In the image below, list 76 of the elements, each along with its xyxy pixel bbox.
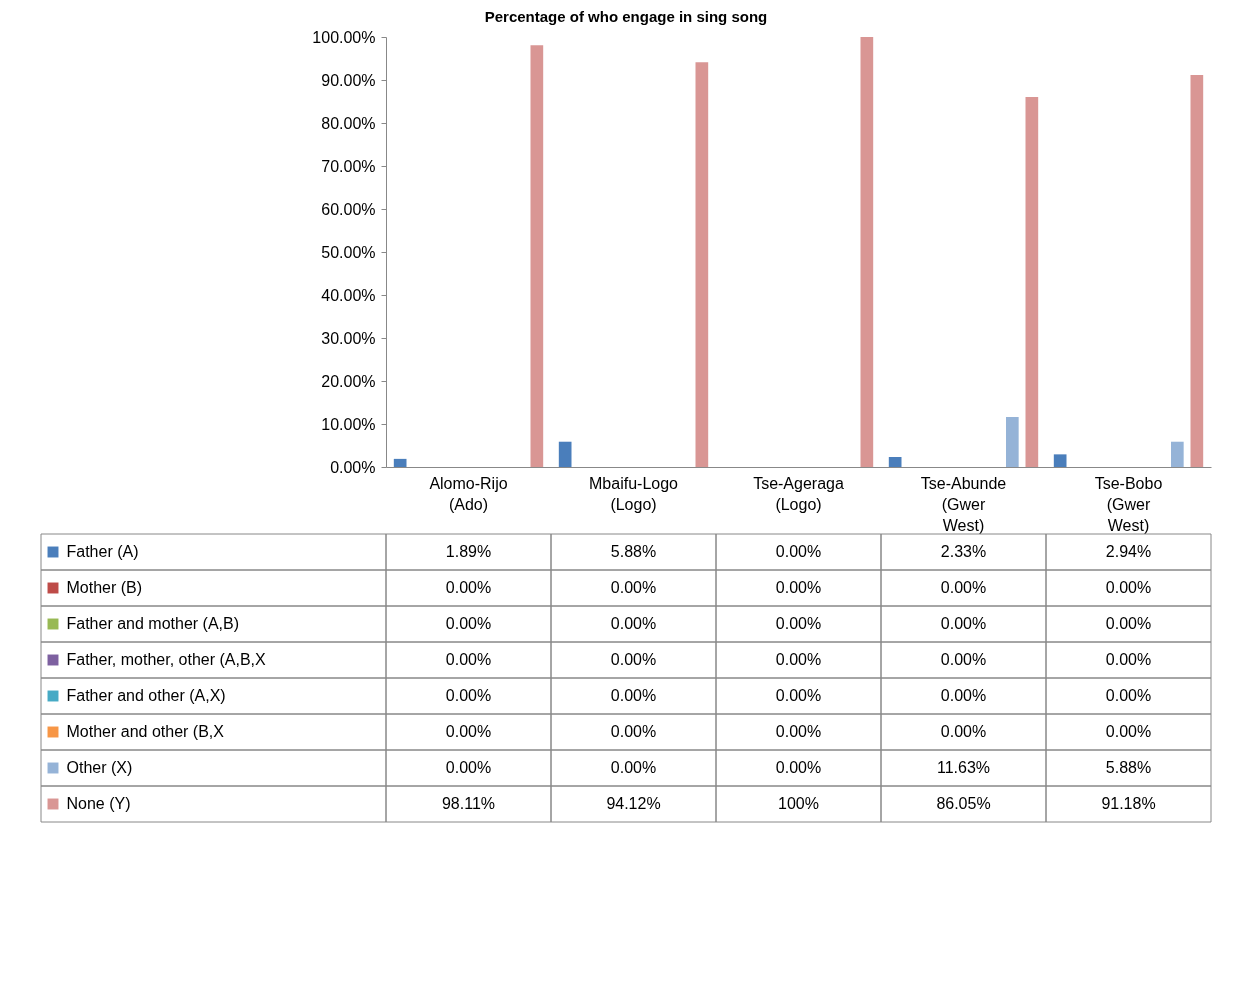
data-label: 0.00% xyxy=(775,615,822,632)
bar xyxy=(860,37,874,467)
y-tick-label: 90.00% xyxy=(321,71,376,89)
data-label: 0.00% xyxy=(775,543,822,560)
data-label: 0.00% xyxy=(610,579,657,596)
data-label: 2.94% xyxy=(1105,543,1152,560)
x-tick-label: Tse-Ageraga (Logo) xyxy=(753,474,844,513)
data-label: 0.00% xyxy=(445,687,492,704)
data-label: 0.00% xyxy=(775,651,822,668)
legend-label: None (Y) xyxy=(66,795,131,812)
data-label: 0.00% xyxy=(445,759,492,776)
data-label: 0.00% xyxy=(940,723,987,740)
y-tick-label: 60.00% xyxy=(321,200,376,218)
legend-label: Other (X) xyxy=(66,759,133,776)
data-label: 0.00% xyxy=(775,579,822,596)
data-label: 0.00% xyxy=(1105,615,1152,632)
data-label: 0.00% xyxy=(445,651,492,668)
bar xyxy=(530,45,544,467)
y-tick-label: 30.00% xyxy=(321,329,376,347)
data-label: 1.89% xyxy=(445,543,492,560)
data-label: 86.05% xyxy=(936,795,991,812)
x-tick-label: Mbaifu-Logo (Logo) xyxy=(589,474,679,513)
legend-label: Mother and other (B,X xyxy=(66,723,225,740)
data-label: 0.00% xyxy=(445,579,492,596)
data-label: 5.88% xyxy=(610,543,657,560)
x-tick-label: Tse-Abunde (Gwer West) xyxy=(920,474,1007,534)
data-label: 0.00% xyxy=(1105,651,1152,668)
bar xyxy=(1053,454,1067,467)
bar xyxy=(558,441,572,467)
data-label: 98.11% xyxy=(441,795,496,812)
data-label: 0.00% xyxy=(610,723,657,740)
data-label: 0.00% xyxy=(940,579,987,596)
y-tick-label: 80.00% xyxy=(321,114,376,132)
data-label: 0.00% xyxy=(775,687,822,704)
data-label: 0.00% xyxy=(775,723,822,740)
x-tick-label: Tse-Bobo (Gwer West) xyxy=(1094,474,1163,534)
y-tick-label: 50.00% xyxy=(321,243,376,261)
bar xyxy=(1170,441,1184,467)
chart-title: Percentage of who engage in sing song xyxy=(484,8,768,25)
bar xyxy=(1005,416,1019,467)
bar xyxy=(888,456,902,467)
data-label: 0.00% xyxy=(1105,579,1152,596)
legend-label: Father and other (A,X) xyxy=(66,687,226,704)
bar xyxy=(695,62,709,467)
data-label: 94.12% xyxy=(606,795,661,812)
y-tick-label: 100.00% xyxy=(312,28,376,46)
bar xyxy=(1025,96,1039,467)
data-label: 0.00% xyxy=(1105,723,1152,740)
data-label: 0.00% xyxy=(1105,687,1152,704)
data-label: 0.00% xyxy=(940,615,987,632)
legend-label: Mother (B) xyxy=(66,579,143,596)
x-tick-label: Alomo-Rijo (Ado) xyxy=(429,474,508,513)
data-label: 0.00% xyxy=(610,651,657,668)
bar xyxy=(393,458,407,467)
data-label: 100% xyxy=(778,795,819,812)
y-tick-label: 0.00% xyxy=(330,458,376,476)
data-label: 0.00% xyxy=(610,687,657,704)
data-label: 0.00% xyxy=(445,615,492,632)
legend-label: Father and mother (A,B) xyxy=(66,615,240,632)
data-label: 91.18% xyxy=(1101,795,1156,812)
y-tick-label: 40.00% xyxy=(321,286,376,304)
data-label: 0.00% xyxy=(940,687,987,704)
legend-label: Father, mother, other (A,B,X xyxy=(66,651,267,668)
bar xyxy=(1190,74,1204,467)
data-label: 0.00% xyxy=(775,759,822,776)
y-tick-label: 10.00% xyxy=(321,415,376,433)
data-label: 0.00% xyxy=(940,651,987,668)
y-tick-label: 20.00% xyxy=(321,372,376,390)
y-tick-label: 70.00% xyxy=(321,157,376,175)
data-label: 5.88% xyxy=(1105,759,1152,776)
data-label: 11.63% xyxy=(936,759,991,776)
data-label: 0.00% xyxy=(610,615,657,632)
data-label: 2.33% xyxy=(940,543,987,560)
data-label: 0.00% xyxy=(610,759,657,776)
data-label: 0.00% xyxy=(445,723,492,740)
legend-label: Father (A) xyxy=(66,543,139,560)
